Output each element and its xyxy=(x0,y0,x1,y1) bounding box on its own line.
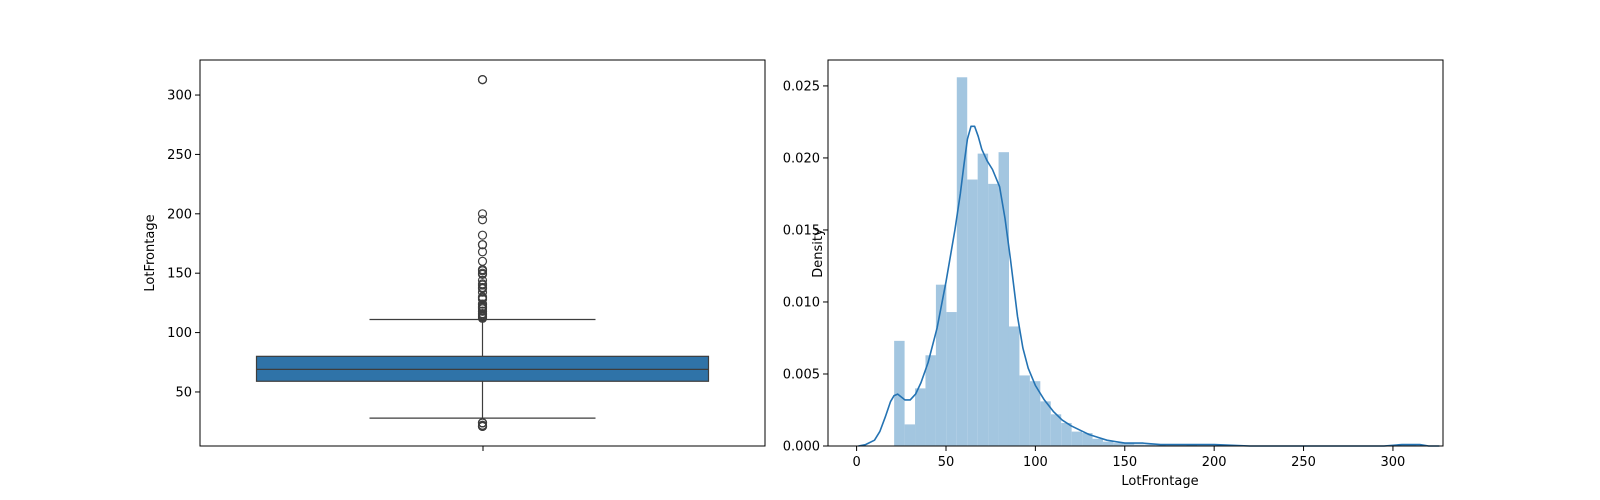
boxplot-outlier-point xyxy=(477,268,488,278)
density-y-tick-label: 0.020 xyxy=(783,151,820,166)
histogram-bar xyxy=(1019,375,1030,446)
density-x-tick-label: 0 xyxy=(852,455,860,470)
histogram-bars xyxy=(894,77,1417,447)
boxplot-y-tick-label: 200 xyxy=(167,207,192,222)
density-y-axis-label: Density xyxy=(811,228,826,278)
histogram-bar xyxy=(1123,443,1135,446)
histogram-bar xyxy=(977,153,989,447)
boxplot-outlier-point xyxy=(477,275,488,285)
boxplot-outlier-point xyxy=(477,282,488,293)
density-x-tick-label: 100 xyxy=(1023,455,1048,470)
boxplot-outlier-point xyxy=(477,306,488,316)
boxplot-outlier-point xyxy=(477,420,488,430)
histogram-bar xyxy=(956,77,968,447)
boxplot-y-tick-label: 100 xyxy=(167,326,192,341)
histogram-bar xyxy=(988,183,999,447)
histogram-bar xyxy=(925,355,936,446)
histogram-bar xyxy=(935,284,947,446)
boxplot-y-tick-label: 50 xyxy=(175,385,192,400)
boxplot-outlier-point xyxy=(477,74,488,85)
boxplot-y-tick-label: 300 xyxy=(167,89,192,104)
boxplot-outlier-point xyxy=(477,209,488,219)
density-y-tick-label: 0.000 xyxy=(783,440,820,455)
density-y-tick-label: 0.005 xyxy=(783,367,820,382)
boxplot-outlier-point xyxy=(477,299,488,309)
boxplot-outlier-point xyxy=(477,215,488,225)
histogram-bar xyxy=(1040,401,1051,446)
boxplot-y-tick-label: 250 xyxy=(167,148,192,163)
boxplot-y-ticks: 50 100 150 200 250 300 xyxy=(167,89,200,400)
boxplot-plot-area xyxy=(255,74,710,432)
boxplot-outlier-point xyxy=(477,256,488,266)
boxplot-y-tick-label: 150 xyxy=(167,267,192,282)
boxplot-outlier-point xyxy=(477,247,488,257)
histogram-bar xyxy=(946,312,957,446)
density-frame xyxy=(827,59,1444,447)
density-y-ticks: 0.000 0.005 0.010 0.015 0.020 0.025 xyxy=(783,79,828,455)
boxplot-panel: 50 100 150 200 250 300 LotFrontage xyxy=(143,59,766,451)
density-y-tick-label: 0.015 xyxy=(783,223,820,238)
boxplot-outlier-point xyxy=(477,308,488,319)
boxplot-outlier-point xyxy=(477,418,488,428)
histogram-bar xyxy=(1082,433,1093,446)
histogram-bar xyxy=(998,152,1009,446)
histogram-bar xyxy=(967,179,978,446)
histogram-bar xyxy=(1102,441,1114,446)
density-y-tick-label: 0.010 xyxy=(783,295,820,310)
histogram-bar xyxy=(904,424,916,446)
boxplot-y-axis-label: LotFrontage xyxy=(143,214,158,291)
density-panel: 0.000 0.005 0.010 0.015 0.020 0.025 0 50 100 150… xyxy=(783,59,1444,489)
boxplot-outlier-point xyxy=(477,230,488,240)
density-x-tick-label: 200 xyxy=(1202,455,1227,470)
density-x-tick-label: 300 xyxy=(1381,455,1406,470)
histogram-bar xyxy=(1061,422,1072,446)
histogram-bar xyxy=(1092,438,1103,446)
histogram-bar xyxy=(1029,381,1041,446)
boxplot-outlier-point xyxy=(477,240,488,250)
histogram-bar xyxy=(1050,414,1062,446)
density-x-axis-label: LotFrontage xyxy=(1121,474,1198,489)
kde-curve xyxy=(858,125,1440,447)
density-y-tick-label: 0.025 xyxy=(783,79,820,94)
histogram-bar xyxy=(1144,444,1156,446)
density-x-tick-label: 250 xyxy=(1291,455,1316,470)
boxplot-outlier-point xyxy=(477,279,488,289)
histogram-bar xyxy=(1134,444,1145,446)
density-x-tick-label: 50 xyxy=(938,455,955,470)
histogram-bar xyxy=(1008,326,1020,446)
histogram-bar xyxy=(894,340,905,446)
density-x-tick-label: 150 xyxy=(1112,455,1137,470)
histogram-bar xyxy=(1071,431,1083,446)
histogram-bar xyxy=(1113,443,1124,446)
density-x-ticks: 0 50 100 150 200 250 300 xyxy=(852,446,1405,470)
histogram-bar xyxy=(915,388,926,446)
